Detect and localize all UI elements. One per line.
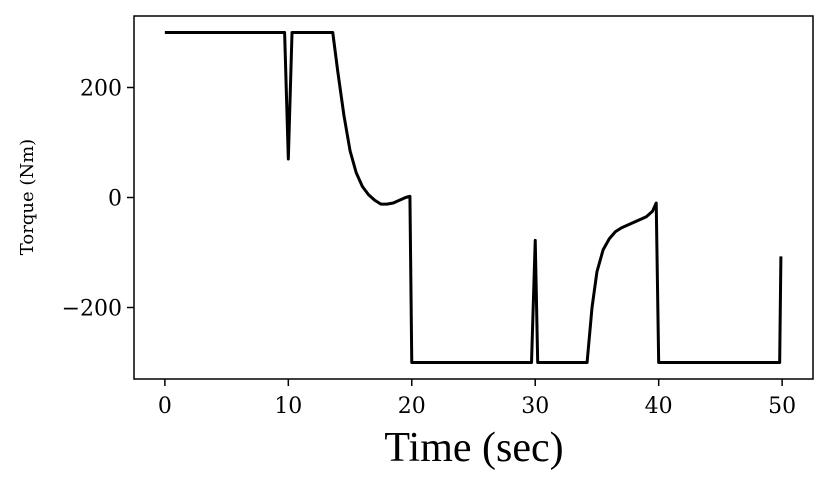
x-axis: 0 10 20 30 40 50 <box>158 379 796 419</box>
x-axis-label: Time (sec) <box>384 425 563 471</box>
x-tick-label: 10 <box>274 394 302 419</box>
y-tick-label: −200 <box>62 297 122 322</box>
y-tick-label: 200 <box>80 77 122 102</box>
x-tick-label: 0 <box>158 394 172 419</box>
plot-frame <box>133 15 814 380</box>
y-axis: 200 0 −200 <box>62 77 134 322</box>
x-tick-label: 40 <box>645 394 673 419</box>
x-tick-label: 20 <box>398 394 426 419</box>
y-axis-label: Torque (Nm) <box>17 139 38 255</box>
x-tick-label: 30 <box>521 394 549 419</box>
torque-line <box>164 31 783 364</box>
x-tick-label: 50 <box>768 394 796 419</box>
y-tick-label: 0 <box>108 187 122 212</box>
